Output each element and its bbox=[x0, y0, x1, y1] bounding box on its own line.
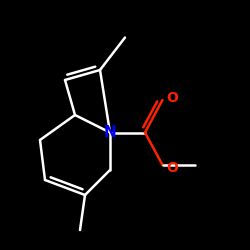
Text: N: N bbox=[104, 125, 117, 140]
Text: O: O bbox=[166, 160, 178, 174]
Text: O: O bbox=[166, 90, 178, 104]
